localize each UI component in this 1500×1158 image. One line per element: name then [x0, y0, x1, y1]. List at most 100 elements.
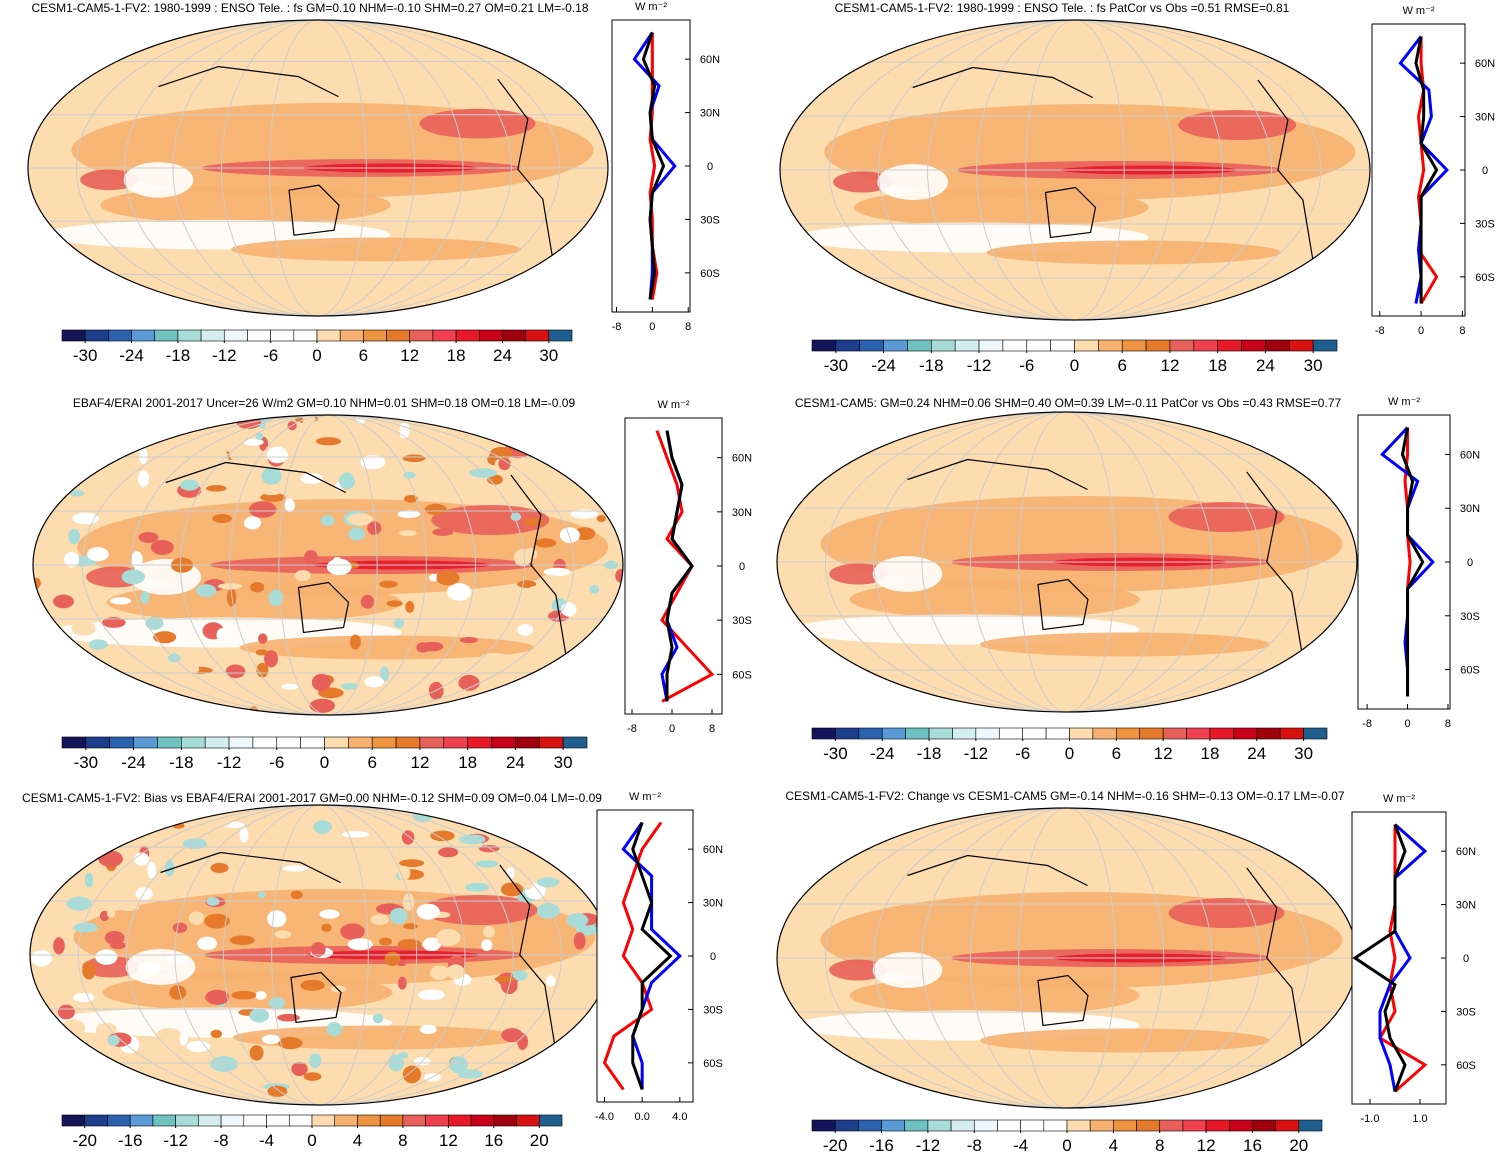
map-speckle [239, 827, 249, 843]
x-tick-label: -4.0 [595, 1111, 614, 1123]
colorbar-box [432, 329, 457, 342]
y-tick-label: 60S [1456, 1060, 1476, 1072]
colorbar-box [395, 736, 421, 749]
map-speckle [500, 882, 524, 897]
map-speckle [179, 1032, 188, 1046]
map-speckle [57, 1004, 75, 1020]
colorbar-label: -6 [269, 753, 284, 772]
map-speckle [536, 877, 560, 888]
y-tick-label: 60S [700, 268, 720, 280]
colorbar-box [952, 727, 977, 740]
map-speckle [145, 616, 164, 630]
map-speckle [300, 473, 324, 485]
colorbar-label: -12 [964, 744, 989, 763]
map-speckle [458, 674, 480, 691]
map-speckle [456, 1017, 467, 1024]
colorbar-label: -8 [214, 1131, 229, 1150]
colorbar-box [266, 1114, 290, 1127]
map-speckle [570, 509, 598, 519]
map-speckle [274, 930, 292, 939]
colorbar-box [973, 1119, 998, 1132]
colorbar-box [363, 329, 387, 342]
map-speckle [88, 639, 108, 650]
colorbar-box [907, 339, 932, 352]
map-speckle [475, 860, 499, 868]
colorbar-box [493, 1114, 517, 1127]
colorbar-label: 12 [1160, 356, 1179, 375]
map-speckle [106, 910, 116, 918]
colorbar-box [243, 1114, 267, 1127]
map-speckle [68, 528, 81, 545]
colorbar-box [931, 339, 956, 352]
x-tick-label: -1.0 [1361, 1113, 1380, 1125]
map-field [829, 959, 888, 981]
map-speckle [346, 513, 374, 526]
map-speckle [498, 457, 511, 471]
colorbar-box [811, 1119, 836, 1132]
colorbar-label: 30 [1304, 356, 1323, 375]
map-speckle [382, 1010, 408, 1022]
map-speckle [204, 913, 230, 929]
map-speckle [421, 852, 449, 871]
map-speckle [216, 628, 229, 642]
map-speckle [294, 570, 311, 582]
map [777, 808, 1357, 1108]
colorbar-label: 6 [1112, 744, 1121, 763]
map-speckle [403, 923, 418, 930]
map-speckle [268, 997, 285, 1010]
colorbar-box [223, 329, 248, 342]
colorbar-label: -8 [967, 1136, 982, 1153]
map-speckle [95, 949, 118, 965]
zonal-frame [1351, 811, 1447, 1105]
zonal-line [665, 430, 694, 702]
map-speckle [249, 501, 277, 518]
colorbar-box [1193, 339, 1218, 352]
map-field [123, 162, 194, 198]
colorbar-box [1265, 339, 1290, 352]
map-speckle [243, 516, 262, 530]
map-speckle [153, 631, 177, 644]
colorbar-box [470, 1114, 495, 1127]
x-tick-label: 0 [649, 321, 655, 333]
map-speckle [398, 865, 411, 881]
colorbar-label: 4 [353, 1131, 362, 1150]
panel-title: CESM1-CAM5-1-FV2: Change vs CESM1-CAM5 G… [785, 789, 1345, 803]
map-field [233, 1025, 523, 1050]
colorbar-box [402, 1114, 426, 1127]
map-speckle [156, 1027, 181, 1040]
y-tick-label: 60N [703, 844, 723, 856]
colorbar-box [1159, 1119, 1184, 1132]
colorbar-label: -20 [823, 1136, 848, 1153]
map-speckle [117, 903, 140, 911]
map-speckle [102, 617, 126, 628]
colorbar-box [1121, 339, 1147, 352]
zonal-frame [596, 809, 694, 1103]
map-speckle [147, 861, 157, 879]
panel-title: CESM1-CAM5-1-FV2: 1980-1999 : ENSO Tele.… [31, 1, 588, 15]
colorbar-box [950, 1119, 975, 1132]
map-speckle [436, 928, 461, 947]
map-speckle [212, 514, 232, 524]
map-speckle [347, 938, 373, 951]
map-speckle [206, 460, 232, 478]
map-speckle [432, 528, 454, 536]
map-speckle [174, 854, 195, 865]
colorbar-label: -12 [212, 346, 237, 365]
colorbar-box [978, 339, 1004, 352]
map-speckle [53, 937, 65, 955]
colorbar-label: 16 [1243, 1136, 1262, 1153]
colorbar-box [1209, 727, 1234, 740]
colorbar-box [1043, 1119, 1068, 1132]
y-tick-label: 0 [1467, 557, 1473, 569]
zonal-unit: W m⁻² [1383, 793, 1415, 805]
colorbar-label: -18 [166, 346, 191, 365]
colorbar-box [1002, 339, 1028, 352]
map-speckle [106, 935, 121, 943]
y-tick-label: 0 [739, 561, 745, 573]
colorbar-box [997, 1119, 1021, 1132]
map-speckle [257, 891, 266, 899]
map-border [32, 414, 624, 716]
y-tick-label: 30N [1456, 900, 1476, 912]
colorbar-box [220, 1114, 245, 1127]
map-speckle [393, 618, 405, 629]
